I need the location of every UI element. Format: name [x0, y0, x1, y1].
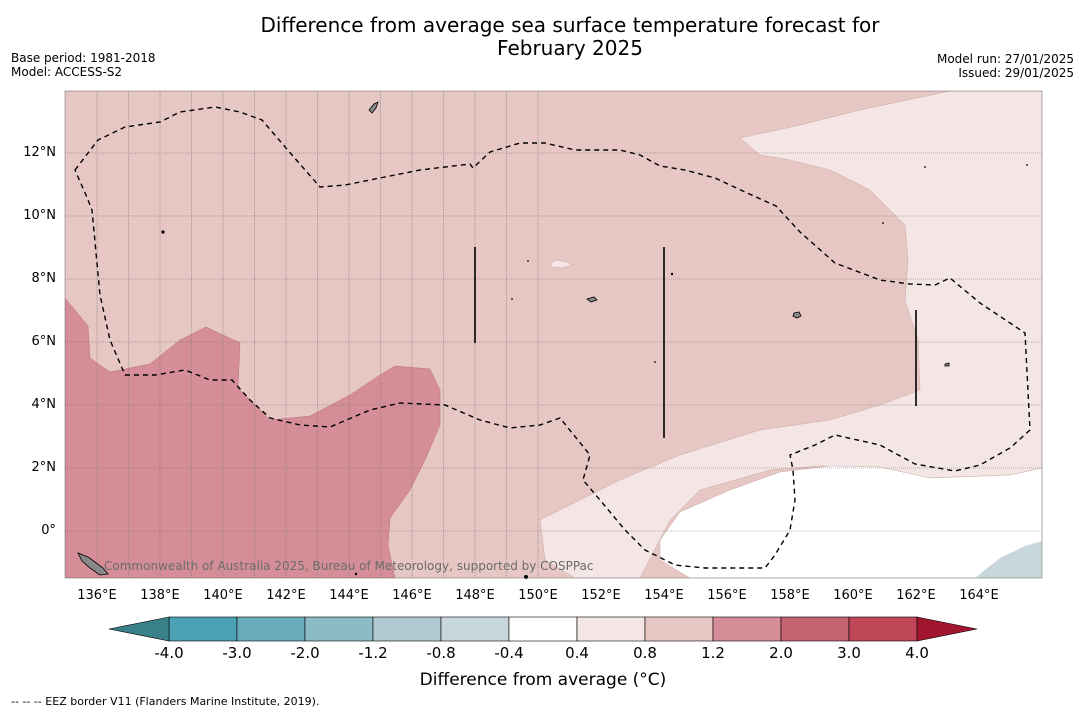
title-line-2: February 2025 — [497, 36, 643, 60]
islet-3 — [527, 260, 529, 262]
colorbar — [108, 616, 978, 642]
lon-label-150e: 150°E — [518, 588, 558, 603]
base-info: Base period: 1981-2018 Model: ACCESS-S2 — [11, 51, 156, 79]
colorbar-swatch — [644, 616, 714, 642]
cb-tick-8: 1.2 — [701, 644, 725, 662]
colorbar-swatch — [780, 616, 850, 642]
colorbar-swatch — [508, 616, 578, 642]
colorbar-swatch — [168, 616, 238, 642]
island-4 — [77, 552, 109, 576]
colorbar-under-arrow — [108, 616, 170, 642]
model-run: Model run: 27/01/2025 — [936, 52, 1074, 66]
cb-tick-10: 3.0 — [837, 644, 861, 662]
lon-label-160e: 160°E — [833, 588, 873, 603]
title-line-1: Difference from average sea surface temp… — [260, 13, 880, 37]
lon-label-164e: 164°E — [959, 588, 999, 603]
lon-label-142e: 142°E — [266, 588, 306, 603]
lon-label-140e: 140°E — [203, 588, 243, 603]
cb-tick-3: -1.2 — [358, 644, 388, 662]
lon-label-162e: 162°E — [896, 588, 936, 603]
colorbar-over-arrow — [916, 616, 978, 642]
islet-7 — [924, 166, 926, 168]
lat-label-2n: 2°N — [31, 460, 57, 475]
eez-footnote: -- -- -- EEZ border V11 (Flanders Marine… — [11, 695, 320, 708]
lon-label-148e: 148°E — [455, 588, 495, 603]
cb-tick-1: -3.0 — [222, 644, 252, 662]
cb-tick-7: 0.8 — [633, 644, 657, 662]
lat-label-10n: 10°N — [23, 208, 56, 223]
lon-label-158e: 158°E — [770, 588, 810, 603]
cb-tick-9: 2.0 — [769, 644, 793, 662]
lat-label-12n: 12°N — [23, 145, 56, 160]
credit-text: Commonwealth of Australia 2025, Bureau o… — [104, 559, 594, 573]
islet-6 — [1026, 164, 1028, 166]
island-1 — [368, 101, 379, 114]
colorbar-swatch — [440, 616, 510, 642]
chart-title: Difference from average sea surface temp… — [170, 14, 970, 60]
island-3 — [586, 296, 598, 303]
map-gridlines — [65, 91, 1042, 578]
islet-9 — [524, 575, 528, 579]
lon-label-138e: 138°E — [140, 588, 180, 603]
lat-label-4n: 4°N — [31, 397, 57, 412]
islet-4 — [511, 298, 513, 300]
anomaly-region-1p2-2p0 — [65, 297, 441, 578]
cb-tick-0: -4.0 — [154, 644, 184, 662]
model-name: Model: ACCESS-S2 — [11, 65, 123, 79]
lon-label-144e: 144°E — [329, 588, 369, 603]
anomaly-patch-small — [549, 259, 573, 269]
run-info: Model run: 27/01/2025 Issued: 29/01/2025 — [937, 52, 1074, 80]
colorbar-swatch — [712, 616, 782, 642]
lat-label-0: 0° — [41, 523, 56, 538]
lon-label-156e: 156°E — [707, 588, 747, 603]
lat-label-6n: 6°N — [31, 334, 57, 349]
colorbar-swatch — [372, 616, 442, 642]
lon-label-154e: 154°E — [644, 588, 684, 603]
cb-tick-4: -0.8 — [426, 644, 456, 662]
map-frame — [64, 90, 1043, 579]
eez-border — [74, 106, 1031, 569]
lat-label-8n: 8°N — [31, 271, 57, 286]
lon-label-136e: 136°E — [77, 588, 117, 603]
cb-tick-11: 4.0 — [905, 644, 929, 662]
issued-date: Issued: 29/01/2025 — [958, 66, 1074, 80]
island-2 — [792, 311, 802, 319]
cb-tick-6: 0.4 — [565, 644, 589, 662]
colorbar-swatch — [576, 616, 646, 642]
island-5 — [944, 362, 950, 367]
anomaly-region-neg0p8 — [975, 541, 1042, 578]
colorbar-label: Difference from average (°C) — [419, 670, 667, 690]
lon-label-146e: 146°E — [392, 588, 432, 603]
islet-8 — [882, 222, 884, 224]
lon-label-152e: 152°E — [581, 588, 621, 603]
cb-tick-2: -2.0 — [290, 644, 320, 662]
colorbar-swatch — [848, 616, 918, 642]
cb-tick-5: -0.4 — [494, 644, 524, 662]
base-period: Base period: 1981-2018 — [11, 51, 156, 65]
anomaly-region-neutral — [659, 465, 1042, 578]
islet-10 — [354, 572, 358, 576]
colorbar-swatch — [236, 616, 306, 642]
islet-1 — [161, 230, 165, 234]
islet-5 — [654, 361, 656, 363]
colorbar-swatch — [304, 616, 374, 642]
islet-2 — [670, 272, 674, 276]
